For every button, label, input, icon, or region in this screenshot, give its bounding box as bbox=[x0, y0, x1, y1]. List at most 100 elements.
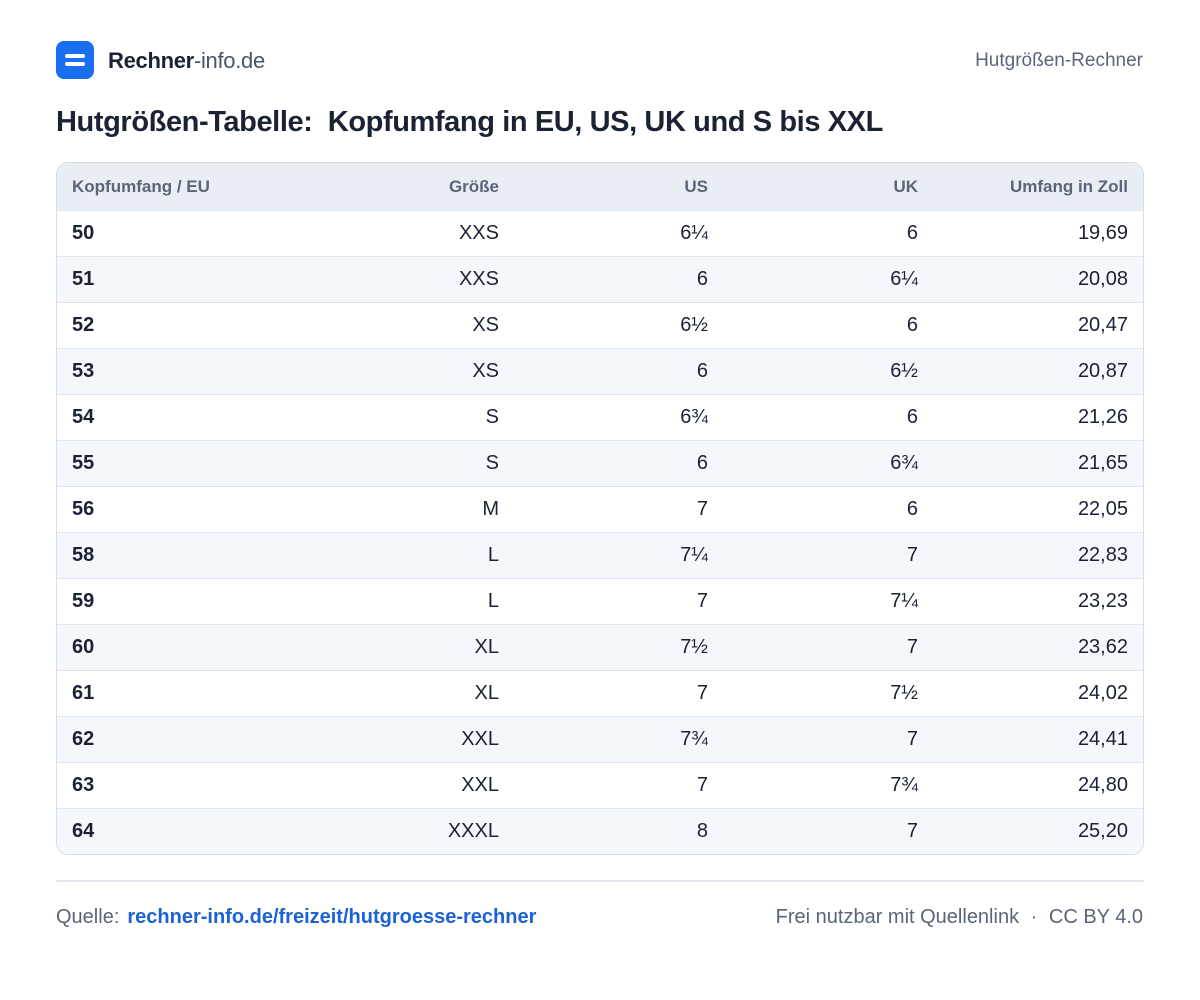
cell: 59 bbox=[72, 590, 95, 612]
cell: 25,20 bbox=[1077, 820, 1128, 842]
table-row: 54 S 6¾ 6 21,26 bbox=[57, 394, 1143, 440]
cell: M bbox=[482, 498, 499, 520]
cell: 6¾ bbox=[680, 406, 708, 428]
cell: XS bbox=[472, 360, 499, 382]
cell: 6 bbox=[906, 406, 918, 428]
cell: 23,23 bbox=[1077, 590, 1128, 612]
table-row: 58 L 7¼ 7 22,83 bbox=[57, 532, 1143, 578]
cell: 61 bbox=[72, 682, 95, 704]
table-row: 53 XS 6 6½ 20,87 bbox=[57, 348, 1143, 394]
cell: 24,80 bbox=[1077, 774, 1128, 796]
table-row: 60 XL 7½ 7 23,62 bbox=[57, 624, 1143, 670]
cell: 62 bbox=[72, 728, 95, 750]
cell: 6 bbox=[696, 360, 708, 382]
table-row: 63 XXL 7 7¾ 24,80 bbox=[57, 762, 1143, 808]
cell: 23,62 bbox=[1077, 636, 1128, 658]
cell: 6 bbox=[906, 498, 918, 520]
cell: 7 bbox=[696, 498, 708, 520]
cell: S bbox=[485, 406, 499, 428]
table-row: 55 S 6 6¾ 21,65 bbox=[57, 440, 1143, 486]
cell: 6¼ bbox=[680, 222, 708, 244]
cell: 6½ bbox=[890, 360, 918, 382]
cell: 7 bbox=[906, 728, 918, 750]
cell: S bbox=[485, 452, 499, 474]
cell: 22,83 bbox=[1077, 544, 1128, 566]
cell: 60 bbox=[72, 636, 95, 658]
table-row: 61 XL 7 7½ 24,02 bbox=[57, 670, 1143, 716]
source: Quelle: rechner-info.de/freizeit/hutgroes… bbox=[56, 906, 536, 929]
cell: 58 bbox=[72, 544, 95, 566]
table-row: 59 L 7 7¼ 23,23 bbox=[57, 578, 1143, 624]
logo[interactable] bbox=[56, 41, 94, 79]
cell: 24,02 bbox=[1077, 682, 1128, 704]
page-label: Hutgrößen-Rechner bbox=[975, 50, 1143, 71]
cell: 7¾ bbox=[680, 728, 708, 750]
table-row: 50 XXS 6¼ 6 19,69 bbox=[57, 210, 1143, 256]
cell: 63 bbox=[72, 774, 95, 796]
table-row: 62 XXL 7¾ 7 24,41 bbox=[57, 716, 1143, 762]
cell: 24,41 bbox=[1077, 728, 1128, 750]
cell: 64 bbox=[72, 820, 95, 842]
cell: 22,05 bbox=[1077, 498, 1128, 520]
cell: XL bbox=[474, 636, 499, 658]
table-row: 64 XXXL 8 7 25,20 bbox=[57, 808, 1143, 854]
cell: XXL bbox=[461, 728, 499, 750]
source-link[interactable]: rechner-info.de/freizeit/hutgroesse-rech… bbox=[127, 906, 537, 928]
cell: 21,26 bbox=[1077, 406, 1128, 428]
cell: 20,47 bbox=[1077, 314, 1128, 336]
divider bbox=[56, 880, 1144, 882]
cell: 52 bbox=[72, 314, 95, 336]
cell: 7 bbox=[906, 636, 918, 658]
cell: XXL bbox=[461, 774, 499, 796]
cell: 7 bbox=[696, 682, 708, 704]
table-row: 51 XXS 6 6¼ 20,08 bbox=[57, 256, 1143, 302]
cell: 7 bbox=[906, 820, 918, 842]
table: Kopfumfang / EU Größe US UK Umfang in Zoll 50… bbox=[56, 162, 1144, 855]
cell: 6¼ bbox=[890, 268, 918, 290]
license: Frei nutzbar mit Quellenlink · CC BY 4.0 bbox=[776, 906, 1143, 929]
cell: 20,87 bbox=[1077, 360, 1128, 382]
cell: 6 bbox=[696, 268, 708, 290]
separator: · bbox=[1030, 906, 1038, 928]
license-note: Frei nutzbar mit Quellenlink bbox=[775, 906, 1020, 928]
cell: 55 bbox=[72, 452, 95, 474]
top-bar: Rechner-info.de Hutgrößen-Rechner bbox=[56, 40, 1143, 80]
cell: 7 bbox=[696, 590, 708, 612]
column-header: UK bbox=[893, 176, 918, 196]
brand-suffix: -info.de bbox=[193, 48, 265, 73]
cell: L bbox=[487, 590, 499, 612]
license-text: CC BY 4.0 bbox=[1048, 906, 1143, 928]
cell: 51 bbox=[72, 268, 95, 290]
cell: 6 bbox=[906, 222, 918, 244]
cell: 6 bbox=[696, 452, 708, 474]
cell: XXXL bbox=[447, 820, 499, 842]
cell: 6¾ bbox=[890, 452, 918, 474]
cell: 56 bbox=[72, 498, 95, 520]
title: Hutgrößen-Tabelle: Kopfumfang in EU, US,… bbox=[56, 106, 883, 138]
cell: 7½ bbox=[680, 636, 708, 658]
cell: 7 bbox=[906, 544, 918, 566]
cell: 7¾ bbox=[890, 774, 918, 796]
column-header: Größe bbox=[448, 176, 499, 196]
cell: 7½ bbox=[890, 682, 918, 704]
column-header: US bbox=[684, 176, 708, 196]
cell: 20,08 bbox=[1077, 268, 1128, 290]
cell: XS bbox=[472, 314, 499, 336]
cell: 50 bbox=[72, 222, 95, 244]
cell: XXS bbox=[458, 268, 499, 290]
column-header: Umfang in Zoll bbox=[1009, 176, 1128, 196]
brand[interactable]: Rechner-info.de bbox=[108, 48, 265, 74]
cell: XL bbox=[474, 682, 499, 704]
cell: 7¼ bbox=[680, 544, 708, 566]
source-label: Quelle: bbox=[56, 906, 120, 928]
cell: 19,69 bbox=[1077, 222, 1128, 244]
cell: L bbox=[487, 544, 499, 566]
cell: 7 bbox=[696, 774, 708, 796]
table-row: 56 M 7 6 22,05 bbox=[57, 486, 1143, 532]
cell: 21,65 bbox=[1077, 452, 1128, 474]
cell: 6½ bbox=[680, 314, 708, 336]
table-row: 52 XS 6½ 6 20,47 bbox=[57, 302, 1143, 348]
column-header: Kopfumfang / EU bbox=[72, 176, 210, 196]
cell: 53 bbox=[72, 360, 95, 382]
